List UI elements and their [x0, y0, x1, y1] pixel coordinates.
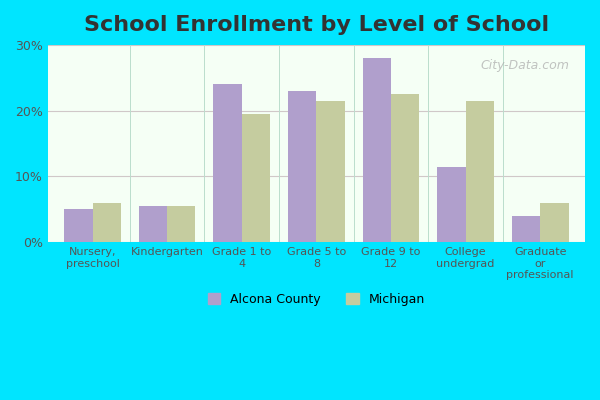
Bar [540, 203, 569, 242]
Bar [139, 206, 167, 242]
Title: School Enrollment by Level of School: School Enrollment by Level of School [84, 15, 549, 35]
Bar [214, 84, 242, 242]
Bar [466, 101, 494, 242]
Bar [391, 94, 419, 242]
Bar [437, 166, 466, 242]
Bar [167, 206, 196, 242]
Bar [512, 216, 540, 242]
Text: City-Data.com: City-Data.com [480, 59, 569, 72]
Bar [316, 101, 345, 242]
Bar [242, 114, 270, 242]
Bar [64, 209, 92, 242]
Bar [362, 58, 391, 242]
Bar [92, 203, 121, 242]
Legend: Alcona County, Michigan: Alcona County, Michigan [203, 288, 430, 311]
Bar [288, 91, 316, 242]
